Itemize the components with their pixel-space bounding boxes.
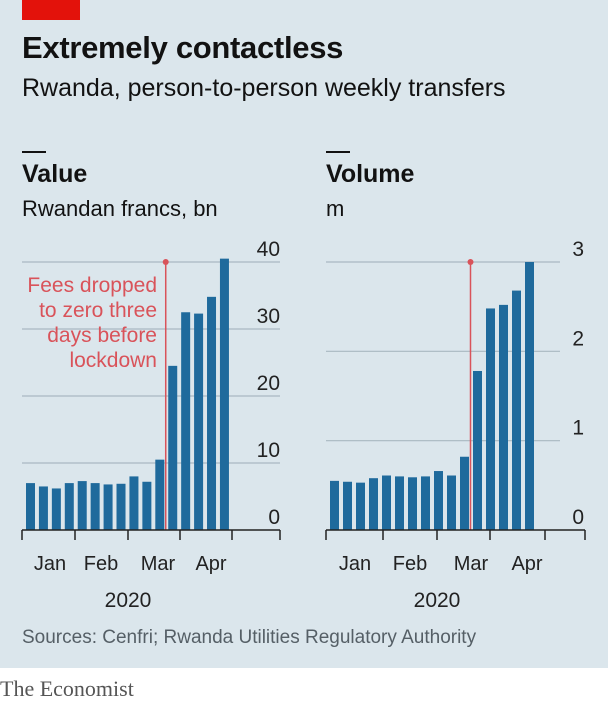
x-tick-label: Feb [393,553,427,575]
bar [330,480,339,530]
bar [499,304,508,530]
chart-title: Extremely contactless [22,30,344,65]
bar [142,481,152,530]
y-tick-label: 40 [257,238,280,261]
bar [512,290,521,530]
bar [421,476,430,530]
annotation-text: to zero three [39,299,157,322]
bar [77,481,87,530]
annotation-text: days before [47,324,157,347]
bar [219,258,229,530]
chart-card: Extremely contactless Rwanda, person-to-… [0,0,608,668]
y-tick-label: 10 [257,439,280,462]
bar [207,296,217,530]
bar [525,262,534,530]
bar [447,475,456,530]
bar [26,483,35,530]
x-tick-label: Mar [141,553,176,575]
panel-title: Volume [326,160,415,188]
publisher-logo: The Economist [0,676,134,701]
x-tick-label: Apr [511,553,542,575]
annotation-text: lockdown [69,349,157,372]
y-tick-label: 2 [572,327,584,350]
bar [116,483,126,530]
x-tick-label: Jan [339,553,371,575]
bar [473,370,482,530]
bar [64,483,74,530]
x-tick-label: Mar [454,553,489,575]
panel-unit-label: Rwandan francs, bn [22,196,218,221]
bar [51,488,61,530]
bar [395,476,404,530]
panel-unit-label: m [326,196,344,221]
y-tick-label: 3 [572,238,584,261]
brand-red-tag [22,0,80,20]
x-tick-label: Jan [34,553,66,575]
bar [103,484,113,530]
y-tick-label: 1 [572,417,584,440]
y-tick-label: 30 [257,305,280,328]
bar [90,483,100,530]
source-note: Sources: Cenfri; Rwanda Utilities Regula… [22,627,477,648]
bar [181,312,191,530]
bar [129,476,139,530]
y-tick-label: 20 [257,372,280,395]
bar [460,456,469,530]
bar [356,482,365,530]
bar [369,478,378,530]
panel-title: Value [22,160,87,188]
bar [434,471,443,530]
bar [155,459,165,530]
bar [486,308,495,530]
bar [168,365,178,530]
y-tick-label: 0 [268,506,280,529]
bar [38,486,48,530]
x-tick-label: Feb [84,553,118,575]
year-label: 2020 [414,589,461,612]
annotation-marker [162,259,169,265]
x-tick-label: Apr [195,553,226,575]
bar [194,313,204,530]
y-tick-label: 0 [572,506,584,529]
bar [408,477,417,530]
annotation-marker [467,259,474,265]
bar [382,475,391,530]
annotation-text: Fees dropped [27,274,157,297]
bar [343,481,352,530]
chart-subtitle: Rwanda, person-to-person weekly transfer… [22,74,506,102]
year-label: 2020 [105,589,152,612]
